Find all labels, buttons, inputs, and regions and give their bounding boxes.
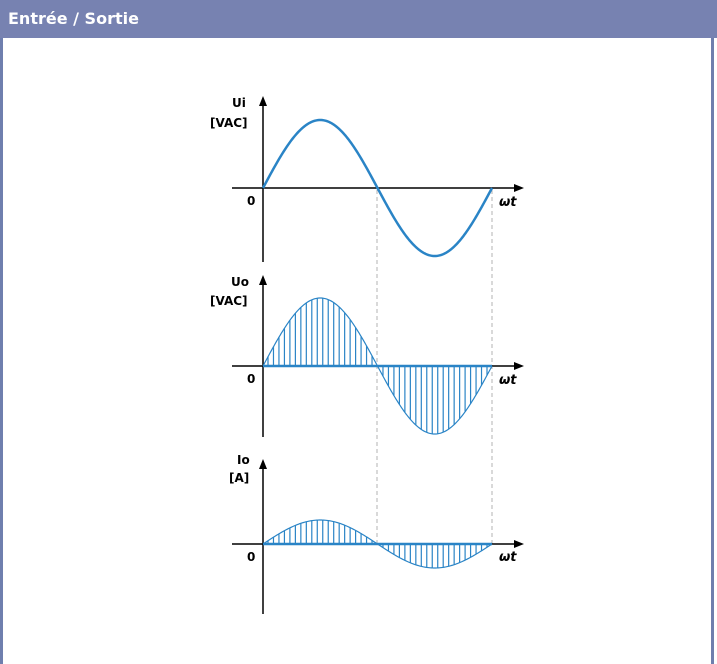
uo-y-arrow <box>259 275 267 285</box>
io-x-arrow <box>514 540 524 548</box>
plot-uo: Uo [VAC] 0 ωt <box>210 275 524 437</box>
uo-chopped-wave <box>262 297 493 435</box>
ui-time-label: ωt <box>499 195 517 210</box>
panel-title: Entrée / Sortie <box>8 9 139 28</box>
uo-time-label: ωt <box>499 373 517 388</box>
io-time-label: ωt <box>499 550 517 565</box>
ui-axis-label-name: Ui <box>232 96 246 110</box>
io-origin-label: 0 <box>247 550 255 564</box>
panel-header: Entrée / Sortie <box>0 0 717 38</box>
ui-y-arrow <box>259 96 267 106</box>
plot-ui: Ui [VAC] 0 ωt <box>210 96 524 262</box>
uo-origin-label: 0 <box>247 372 255 386</box>
plot-io: Io [A] 0 ωt <box>229 453 524 614</box>
io-chopped-wave <box>262 519 493 569</box>
ui-x-arrow <box>514 184 524 192</box>
ui-axis-label-unit: [VAC] <box>210 116 248 130</box>
uo-axis-label-unit: [VAC] <box>210 294 248 308</box>
io-axis-label-name: Io <box>237 453 250 467</box>
ui-origin-label: 0 <box>247 194 255 208</box>
uo-x-arrow <box>514 362 524 370</box>
ui-sine-wave <box>261 118 494 258</box>
io-axis-label-unit: [A] <box>229 471 249 485</box>
uo-axis-label-name: Uo <box>231 275 249 289</box>
io-y-arrow <box>259 459 267 469</box>
